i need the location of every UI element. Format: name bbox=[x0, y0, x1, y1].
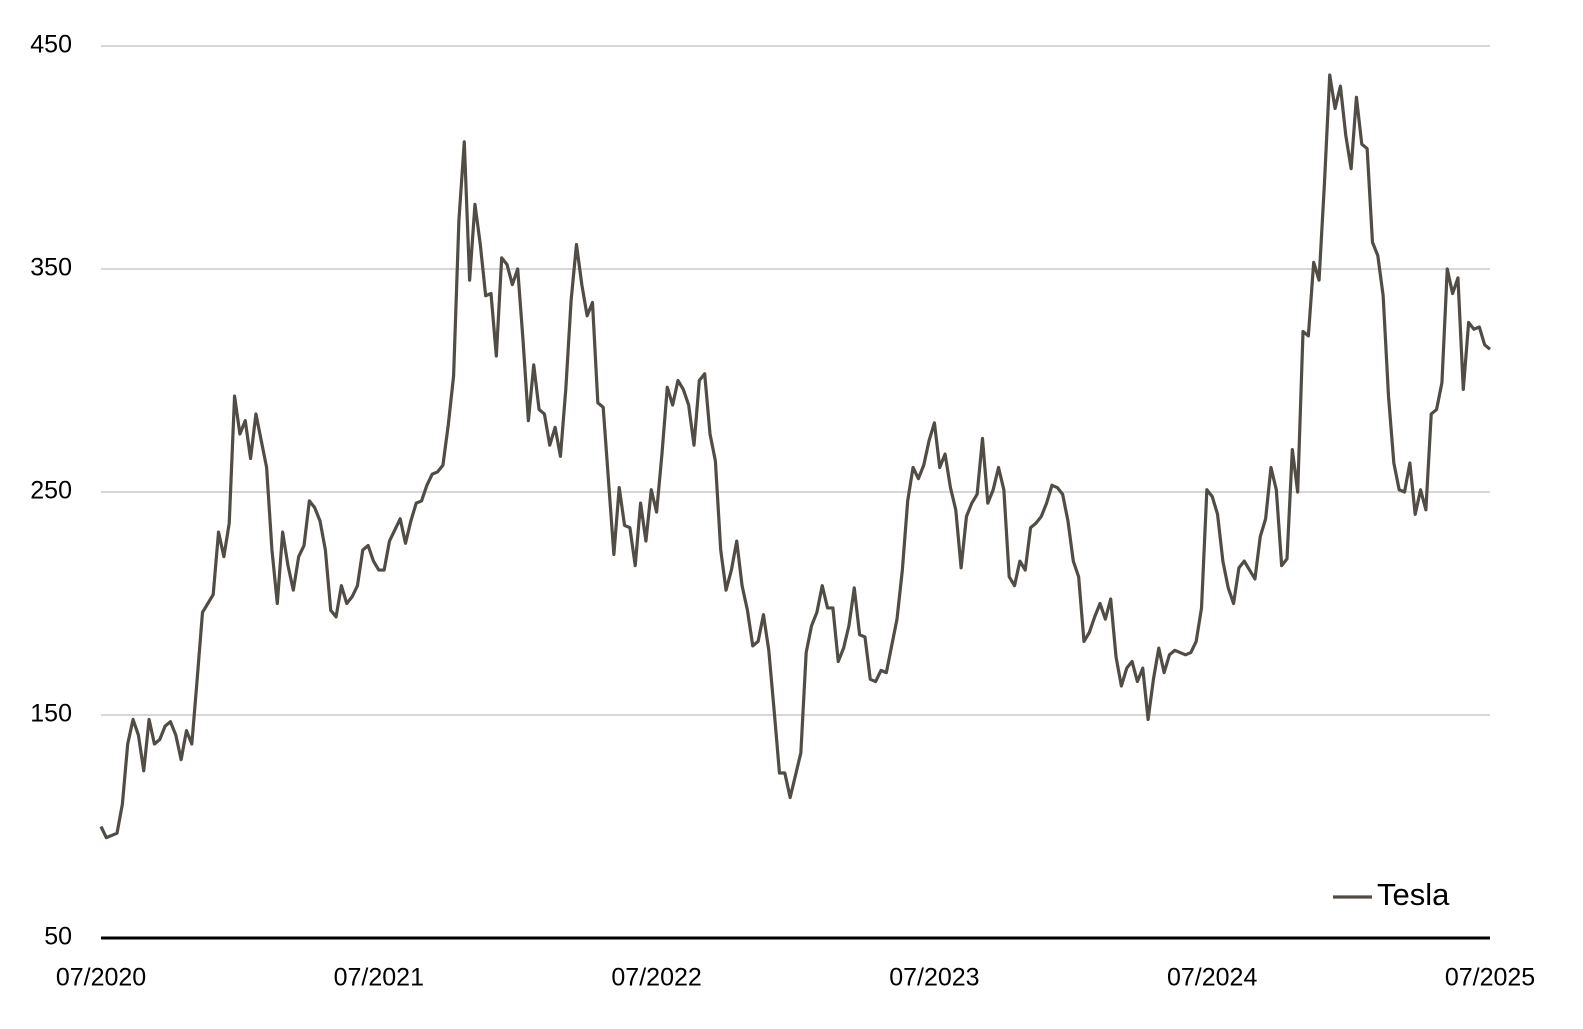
x-tick-label: 07/2025 bbox=[1445, 964, 1535, 992]
x-tick-label: 07/2023 bbox=[889, 964, 979, 992]
y-tick-label: 50 bbox=[44, 923, 72, 951]
x-tick-label: 07/2021 bbox=[334, 964, 424, 992]
x-tick-label: 07/2020 bbox=[56, 964, 146, 992]
x-tick-label: 07/2022 bbox=[611, 964, 701, 992]
legend-label: Tesla bbox=[1377, 877, 1450, 912]
x-tick-label: 07/2024 bbox=[1167, 964, 1257, 992]
y-tick-label: 350 bbox=[30, 254, 72, 282]
y-tick-label: 450 bbox=[30, 31, 72, 59]
y-tick-label: 150 bbox=[30, 700, 72, 728]
y-tick-label: 250 bbox=[30, 477, 72, 505]
series-line bbox=[99, 73, 1492, 840]
